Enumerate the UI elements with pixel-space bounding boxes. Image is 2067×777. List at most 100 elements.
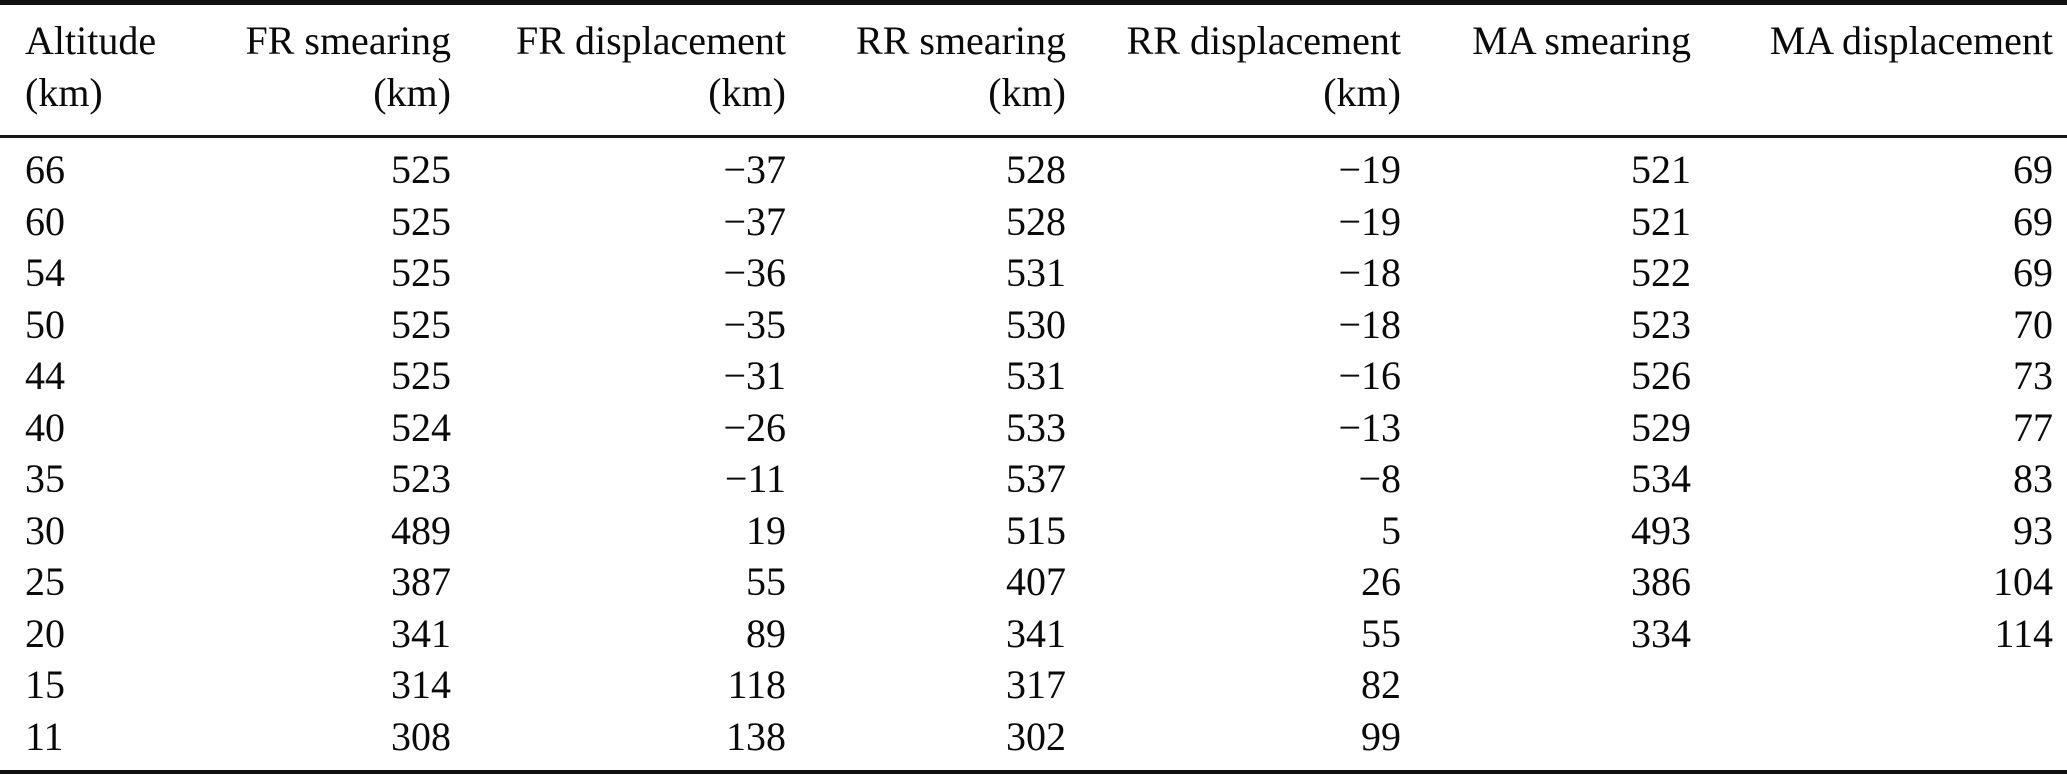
table-row: 60 525 −37 528 −19 521 69	[0, 196, 2067, 248]
cell-fr-displacement: −11	[724, 456, 786, 501]
cell-ma-displacement: 93	[2013, 507, 2053, 553]
cell-ma-smearing: 521	[1631, 147, 1691, 192]
cell-fr-smearing: 489	[391, 507, 451, 553]
cell-ma-displacement: 70	[2013, 301, 2053, 347]
col-label: MA displacement	[1769, 18, 2053, 63]
cell-fr-displacement: 55	[746, 559, 786, 604]
col-label: RR displacement	[1126, 18, 1401, 63]
cell-altitude: 20	[25, 610, 65, 656]
cell-ma-smearing	[1415, 659, 1705, 711]
cell-rr-smearing: 537	[1006, 456, 1066, 501]
cell-rr-displacement: −19	[1338, 198, 1401, 244]
cell-rr-displacement: 99	[1361, 713, 1401, 759]
cell-rr-displacement: 5	[1381, 507, 1401, 553]
cell-fr-smearing: 314	[391, 662, 451, 707]
cell-altitude: 30	[25, 507, 65, 553]
cell-rr-smearing: 531	[1006, 250, 1066, 295]
cell-fr-displacement: 138	[726, 713, 786, 759]
cell-fr-displacement: 89	[746, 610, 786, 656]
cell-altitude: 44	[25, 353, 65, 398]
col-header-ma-displacement: MA displacement	[1705, 2, 2067, 138]
cell-ma-smearing: 523	[1631, 301, 1691, 347]
cell-altitude: 25	[25, 559, 65, 604]
table-body: 66 525 −37 528 −19 521 69 60 525 −37 528 −19 521 69 5 4…	[0, 137, 2067, 773]
table-row: 20 341 89 341 55 334 114	[0, 608, 2067, 660]
cell-rr-displacement: −16	[1338, 353, 1401, 398]
cell-altitude: 50	[25, 301, 65, 347]
col-header-fr-displacement: FR displacement (km)	[465, 2, 800, 138]
cell-ma-displacement: 69	[2013, 147, 2053, 192]
cell-rr-smearing: 533	[1006, 404, 1066, 450]
cell-ma-smearing: 522	[1631, 250, 1691, 295]
cell-fr-displacement: −37	[723, 198, 786, 244]
col-label: RR smearing	[856, 18, 1066, 63]
cell-fr-displacement: −36	[723, 250, 786, 295]
col-unit	[1415, 67, 1691, 119]
cell-ma-smearing: 386	[1631, 559, 1691, 604]
cell-fr-smearing: 525	[391, 301, 451, 347]
cell-rr-smearing: 407	[1006, 559, 1066, 604]
cell-rr-smearing: 515	[1006, 507, 1066, 553]
cell-rr-displacement: −18	[1338, 250, 1401, 295]
cell-ma-displacement: 77	[2013, 404, 2053, 450]
cell-ma-displacement: 69	[2013, 198, 2053, 244]
cell-ma-displacement: 73	[2013, 353, 2053, 398]
cell-ma-smearing	[1415, 711, 1705, 773]
cell-fr-smearing: 525	[391, 198, 451, 244]
cell-fr-smearing: 341	[391, 610, 451, 656]
table-row: 11 308 138 302 99	[0, 711, 2067, 773]
cell-ma-smearing: 529	[1631, 404, 1691, 450]
col-unit: (km)	[988, 70, 1066, 115]
cell-fr-displacement: 118	[727, 662, 786, 707]
cell-ma-displacement: 114	[1994, 610, 2053, 656]
cell-rr-smearing: 531	[1006, 353, 1066, 398]
cell-ma-smearing: 521	[1631, 198, 1691, 244]
table-row: 44 525 −31 531 −16 526 73	[0, 350, 2067, 402]
col-header-rr-smearing: RR smearing (km)	[800, 2, 1080, 138]
cell-ma-displacement	[1705, 711, 2067, 773]
col-label: FR smearing	[245, 18, 451, 63]
cell-fr-smearing: 308	[391, 713, 451, 759]
cell-ma-smearing: 526	[1631, 353, 1691, 398]
table-row: 25 387 55 407 26 386 104	[0, 556, 2067, 608]
cell-rr-displacement: 55	[1361, 610, 1401, 656]
col-label: MA smearing	[1472, 18, 1691, 63]
cell-rr-displacement: 26	[1361, 559, 1401, 604]
cell-altitude: 66	[25, 147, 65, 192]
cell-fr-displacement: −31	[723, 353, 786, 398]
header-row: Altitude (km) FR smearing (km) FR displa…	[0, 2, 2067, 138]
cell-altitude: 40	[25, 404, 65, 450]
cell-ma-smearing: 334	[1631, 610, 1691, 656]
col-unit: (km)	[373, 70, 451, 115]
cell-fr-displacement: −26	[723, 404, 786, 450]
table-header: Altitude (km) FR smearing (km) FR displa…	[0, 2, 2067, 138]
cell-fr-displacement: 19	[746, 507, 786, 553]
cell-rr-smearing: 302	[1006, 713, 1066, 759]
cell-fr-smearing: 525	[391, 147, 451, 192]
table-row: 30 489 19 515 5 493 93	[0, 505, 2067, 557]
cell-fr-smearing: 387	[391, 559, 451, 604]
table-row: 15 314 118 317 82	[0, 659, 2067, 711]
table-row: 35 523 −11 537 −8 534 83	[0, 453, 2067, 505]
col-label: Altitude	[25, 18, 157, 63]
cell-rr-displacement: −19	[1338, 147, 1401, 192]
cell-altitude: 60	[25, 198, 65, 244]
cell-fr-smearing: 525	[391, 353, 451, 398]
cell-ma-smearing: 534	[1631, 456, 1691, 501]
table-row: 66 525 −37 528 −19 521 69	[0, 137, 2067, 196]
cell-ma-displacement: 69	[2013, 250, 2053, 295]
cell-ma-smearing: 493	[1631, 507, 1691, 553]
col-header-rr-displacement: RR displacement (km)	[1080, 2, 1415, 138]
cell-ma-displacement: 83	[2013, 456, 2053, 501]
col-unit: (km)	[25, 70, 103, 115]
cell-rr-displacement: −13	[1338, 404, 1401, 450]
cell-altitude: 35	[25, 456, 65, 501]
cell-rr-smearing: 317	[1006, 662, 1066, 707]
cell-fr-smearing: 525	[391, 250, 451, 295]
cell-fr-smearing: 524	[391, 404, 451, 450]
cell-fr-displacement: −37	[723, 147, 786, 192]
cell-rr-smearing: 528	[1006, 147, 1066, 192]
col-header-fr-smearing: FR smearing (km)	[175, 2, 465, 138]
cell-ma-displacement	[1705, 659, 2067, 711]
